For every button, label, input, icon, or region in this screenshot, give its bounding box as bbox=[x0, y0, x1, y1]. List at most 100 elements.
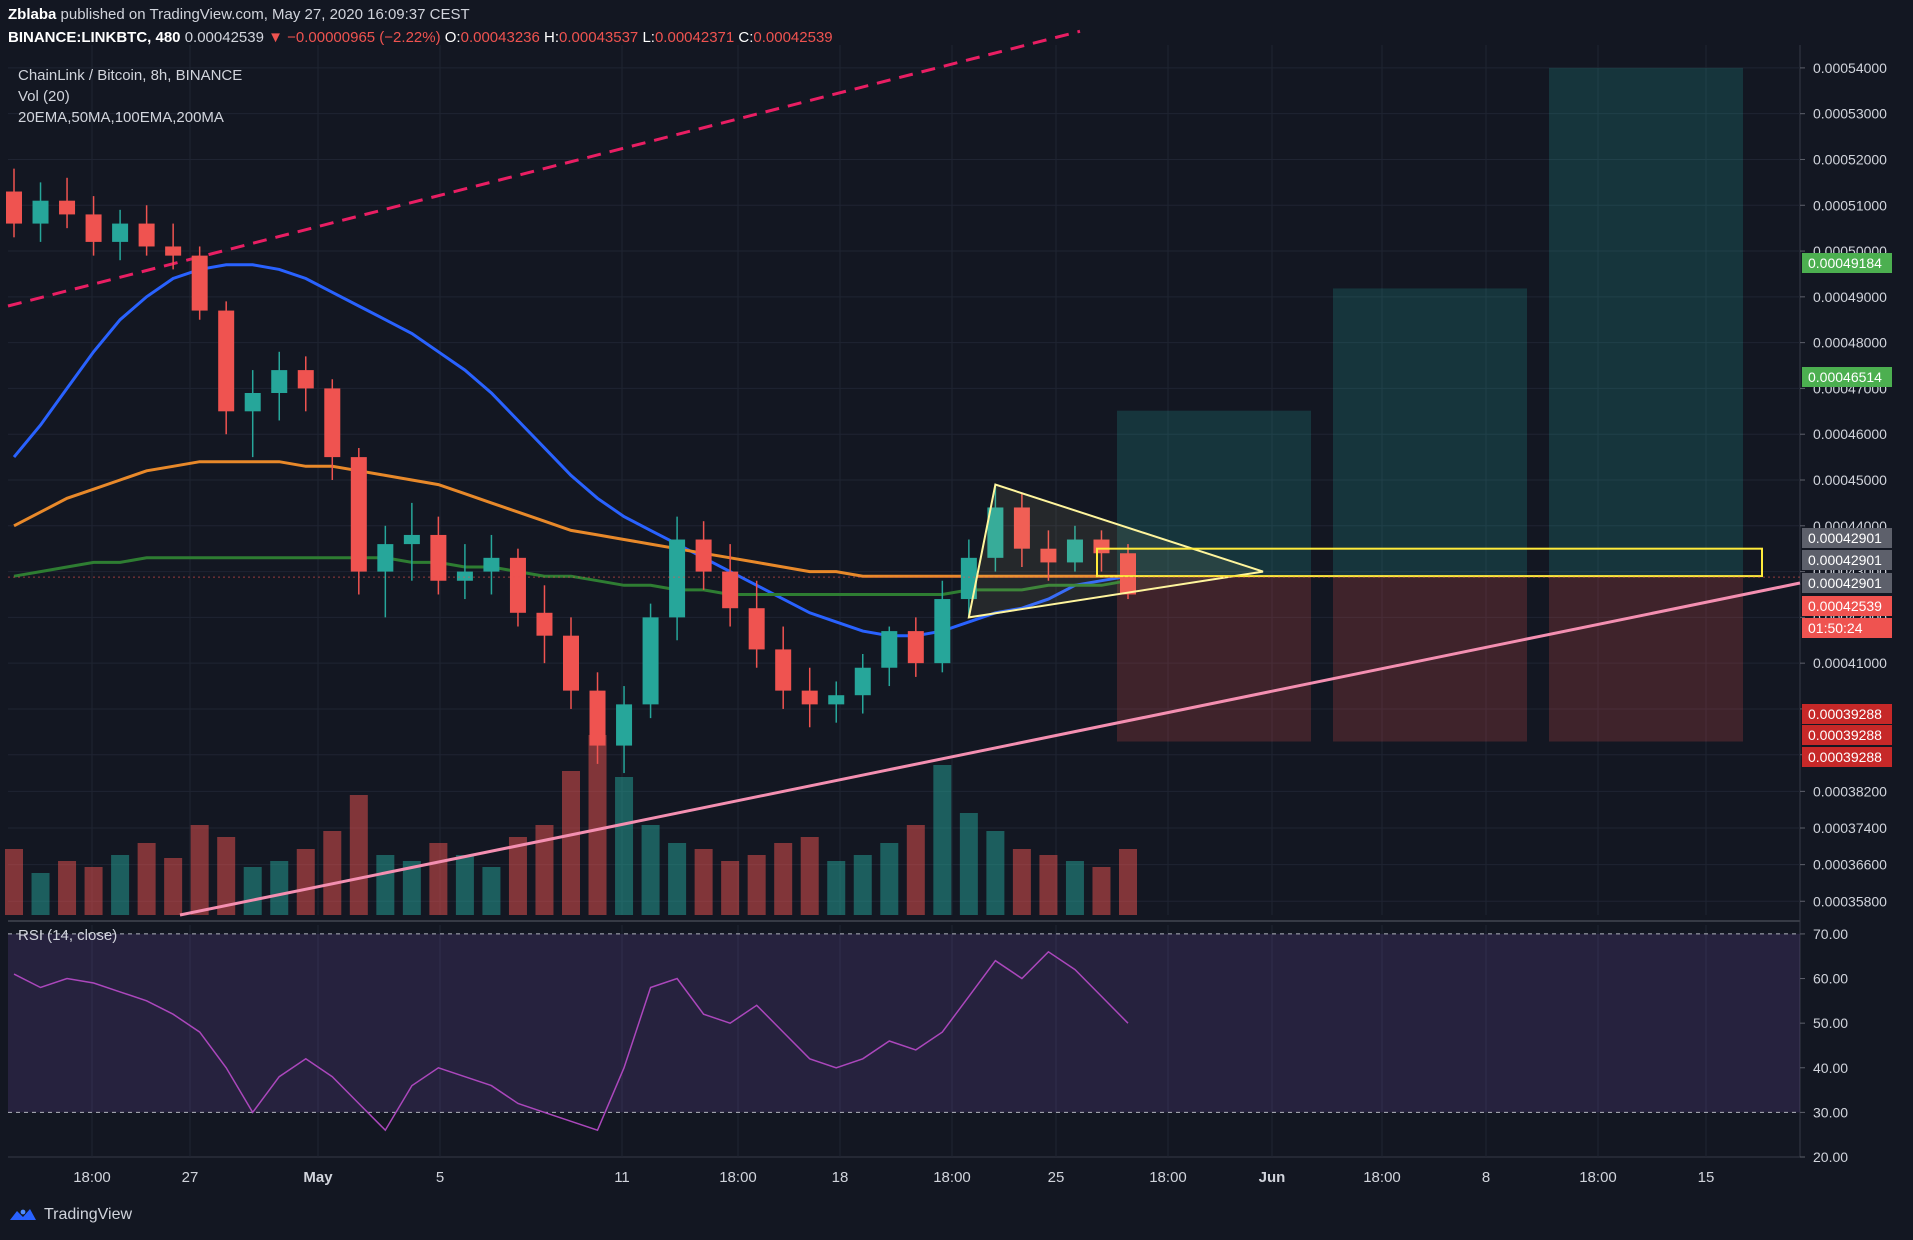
price-tick-label: 0.00041000 bbox=[1813, 655, 1887, 671]
symbol-name: BINANCE:LINKBTC, 480 bbox=[8, 29, 181, 46]
price-tick-label: 0.00051000 bbox=[1813, 197, 1887, 213]
candle bbox=[960, 557, 977, 600]
volume-bar bbox=[482, 867, 501, 915]
rsi-tick-label: 20.00 bbox=[1813, 1149, 1848, 1165]
time-tick-label: 27 bbox=[182, 1169, 199, 1186]
price-label-tag bbox=[1802, 704, 1892, 724]
low-value: 0.00042371 bbox=[654, 29, 735, 46]
candle bbox=[403, 534, 420, 545]
candle bbox=[324, 388, 341, 458]
volume-bar bbox=[800, 837, 819, 915]
price-label-tag bbox=[1802, 528, 1892, 548]
volume-bar bbox=[1065, 861, 1084, 915]
candle bbox=[695, 539, 712, 572]
low-label: L: bbox=[642, 29, 655, 46]
candle bbox=[828, 695, 845, 705]
volume-bar bbox=[721, 861, 740, 915]
volume-bar bbox=[137, 843, 156, 915]
price-label: 0.00039288 bbox=[1808, 706, 1882, 722]
volume-bar bbox=[84, 867, 103, 915]
volume-bar bbox=[588, 735, 607, 915]
volume-bar bbox=[376, 855, 395, 915]
volume-bar bbox=[243, 867, 262, 915]
price-tick-label: 0.00049000 bbox=[1813, 289, 1887, 305]
time-tick-label: 5 bbox=[436, 1169, 444, 1186]
candle bbox=[1013, 507, 1030, 549]
time-tick-label: 25 bbox=[1048, 1169, 1065, 1186]
price-label-tag bbox=[1802, 253, 1892, 273]
range-rectangle bbox=[1096, 547, 1763, 578]
price-label: 01:50:24 bbox=[1808, 620, 1863, 636]
price-label-tag bbox=[1802, 725, 1892, 745]
price-label-tag bbox=[1802, 596, 1892, 616]
candle bbox=[775, 649, 792, 691]
candle bbox=[509, 557, 526, 613]
price-tick-label: 0.00053000 bbox=[1813, 106, 1887, 122]
triangle-pattern bbox=[967, 483, 1264, 619]
target-zone bbox=[1333, 288, 1527, 577]
volume-bar bbox=[190, 825, 209, 915]
time-tick-label: May bbox=[303, 1169, 333, 1186]
volume-bar bbox=[164, 858, 183, 915]
volume-bar bbox=[508, 837, 527, 915]
time-tick-label: 18:00 bbox=[1579, 1169, 1617, 1186]
candle bbox=[801, 690, 818, 705]
candle bbox=[881, 631, 898, 668]
close-value: 0.00042539 bbox=[753, 29, 833, 46]
candle bbox=[987, 507, 1004, 558]
volume-bar bbox=[853, 855, 872, 915]
price-label: 0.00042901 bbox=[1808, 530, 1882, 546]
rsi-legend[interactable]: RSI (14, close) bbox=[18, 927, 118, 944]
legend-title[interactable]: ChainLink / Bitcoin, 8h, BINANCE bbox=[18, 67, 243, 84]
candle bbox=[616, 704, 633, 746]
rsi-band bbox=[8, 933, 1800, 1113]
legend-volume[interactable]: Vol (20) bbox=[18, 88, 70, 105]
time-tick-label: 18:00 bbox=[1149, 1169, 1187, 1186]
candle bbox=[218, 310, 235, 412]
stop-zone bbox=[1549, 576, 1743, 742]
candle bbox=[1066, 539, 1083, 563]
candle bbox=[297, 370, 314, 389]
time-tick-label: 8 bbox=[1482, 1169, 1490, 1186]
last-price: 0.00042539 bbox=[184, 29, 264, 46]
author-name[interactable]: Zblaba bbox=[8, 6, 57, 23]
candle bbox=[350, 457, 367, 572]
price-tick-label: 0.00045000 bbox=[1813, 472, 1887, 488]
legend-moving-averages[interactable]: 20EMA,50MA,100EMA,200MA bbox=[18, 109, 224, 126]
time-tick-label: 18:00 bbox=[933, 1169, 971, 1186]
time-tick-label: 18:00 bbox=[719, 1169, 757, 1186]
price-label: 0.00042901 bbox=[1808, 575, 1882, 591]
tradingview-footer[interactable]: TradingView bbox=[8, 1206, 132, 1224]
high-value: 0.00043537 bbox=[559, 29, 639, 46]
price-tick-label: 0.00052000 bbox=[1813, 151, 1887, 167]
target-zone bbox=[1549, 67, 1743, 577]
rsi-tick-label: 40.00 bbox=[1813, 1060, 1848, 1076]
volume-bar bbox=[111, 855, 130, 915]
publish-date: published on TradingView.com, May 27, 20… bbox=[60, 6, 470, 23]
candle bbox=[748, 608, 765, 650]
volume-bar bbox=[959, 813, 978, 915]
volume-bar bbox=[986, 831, 1005, 915]
candle bbox=[59, 200, 76, 215]
support-trendline bbox=[179, 581, 1801, 917]
price-label-tag bbox=[1802, 550, 1892, 570]
candle bbox=[85, 214, 102, 242]
resistance-trendline bbox=[7, 29, 1081, 308]
time-tick-label: 15 bbox=[1698, 1169, 1715, 1186]
volume-bar bbox=[827, 861, 846, 915]
volume-bar bbox=[641, 825, 660, 915]
candle bbox=[112, 223, 129, 242]
candle bbox=[430, 534, 447, 581]
volume-bar bbox=[933, 765, 952, 915]
volume-bar bbox=[1119, 849, 1137, 915]
candle bbox=[483, 557, 500, 572]
candle bbox=[854, 667, 871, 696]
volume-bar bbox=[1012, 849, 1031, 915]
volume-bar bbox=[349, 795, 368, 915]
price-label: 0.00039288 bbox=[1808, 727, 1882, 743]
rsi-line bbox=[13, 950, 1129, 1132]
volume-bar bbox=[296, 849, 315, 915]
volume-bar bbox=[880, 843, 899, 915]
